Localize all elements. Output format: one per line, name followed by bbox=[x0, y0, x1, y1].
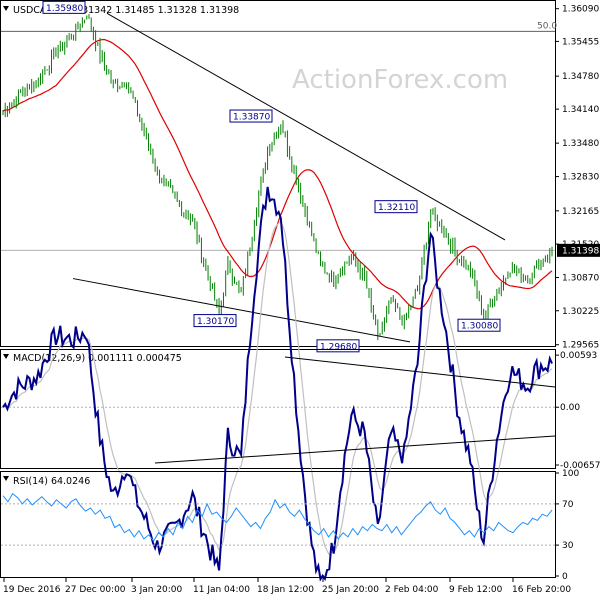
price-tick-label: 1.29565 bbox=[562, 341, 599, 351]
rsi-label: RSI(14) 64.0246 bbox=[13, 476, 90, 487]
macd-tick-label: 0.00 bbox=[560, 403, 580, 413]
price-tick-label: 1.32830 bbox=[562, 173, 599, 183]
rsi-tick-label: 100 bbox=[562, 469, 579, 479]
svg-text:1.31398: 1.31398 bbox=[562, 246, 599, 256]
rsi-tick-label: 30 bbox=[562, 541, 574, 551]
annotation-box-1 bbox=[229, 109, 273, 123]
time-tick-label: 19 Dec 2016 bbox=[3, 585, 61, 595]
annotation-box-4 bbox=[316, 339, 360, 353]
price-plot: 50.0 bbox=[1, 12, 557, 343]
time-tick-label: 11 Jan 04:00 bbox=[193, 585, 250, 595]
last-price-tag: 1.31398 bbox=[557, 243, 600, 257]
macd-axis-ticks: 0.00593 0.00 -0.006575 bbox=[555, 351, 600, 471]
time-tick-label: 3 Jan 20:00 bbox=[131, 585, 183, 595]
annotation-1.35980: 1.35980 bbox=[46, 4, 83, 14]
resistance-trendline bbox=[106, 12, 506, 241]
rsi-menu-arrow-icon[interactable] bbox=[3, 476, 9, 481]
macd-tick-label: 0.00593 bbox=[560, 351, 597, 361]
annotation-1.30170: 1.30170 bbox=[197, 317, 234, 327]
time-tick-label: 2 Feb 04:00 bbox=[385, 585, 439, 595]
price-tick-label: 1.35455 bbox=[562, 37, 599, 47]
macd-label: MACD(12,26,9) 0.001111 0.000475 bbox=[13, 353, 182, 364]
macd-tick-label: -0.006575 bbox=[560, 461, 600, 471]
watermark: ActionForex.com bbox=[292, 65, 508, 95]
rsi-tick-label: 0 bbox=[562, 572, 568, 582]
macd-line bbox=[2, 186, 553, 582]
time-tick-label: 27 Dec 00:00 bbox=[65, 585, 126, 595]
rsi-panel-frame bbox=[0, 471, 556, 578]
annotation-1.30080: 1.30080 bbox=[461, 322, 498, 332]
support-trendline bbox=[72, 278, 411, 343]
price-tick-label: 1.33480 bbox=[562, 139, 599, 149]
chart-menu-arrow-icon[interactable] bbox=[3, 6, 9, 11]
macd-menu-arrow-icon[interactable] bbox=[3, 354, 9, 359]
macd-panel-frame bbox=[0, 349, 556, 469]
fib-50-label: 50.0 bbox=[537, 21, 557, 31]
time-tick-label: 25 Jan 20:00 bbox=[322, 585, 379, 595]
rsi-plot bbox=[1, 492, 555, 546]
annotation-1.32110: 1.32110 bbox=[378, 203, 415, 213]
price-tick-label: 1.34140 bbox=[562, 105, 599, 115]
price-tick-label: 1.30225 bbox=[562, 307, 599, 317]
annotation-box-0 bbox=[42, 0, 86, 14]
rsi-line bbox=[2, 492, 553, 542]
header-ohlc: 1.31342 1.31485 1.31328 1.31398 bbox=[73, 5, 239, 16]
time-tick-label: 18 Jan 12:00 bbox=[257, 585, 314, 595]
time-tick-label: 9 Feb 12:00 bbox=[449, 585, 503, 595]
price-tick-label: 1.32165 bbox=[562, 207, 599, 217]
annotation-1.33870: 1.33870 bbox=[233, 113, 270, 123]
price-panel-frame bbox=[0, 0, 556, 347]
price-tick-label: 1.34780 bbox=[562, 72, 599, 82]
time-tick-label: 16 Feb 20:00 bbox=[512, 585, 571, 595]
macd-upper-trendline bbox=[284, 356, 556, 388]
annotation-box-3 bbox=[193, 314, 237, 328]
annotation-box-5 bbox=[457, 318, 501, 332]
price-tick-label: 1.36090 bbox=[562, 5, 599, 15]
rsi-axis-ticks: 100 70 30 0 bbox=[555, 469, 579, 582]
price-tick-label: 1.30870 bbox=[562, 274, 599, 284]
annotation-box-2 bbox=[374, 200, 418, 214]
price-annotations: 1.35980 1.33870 1.32110 1.30170 1.29680 1.300… bbox=[42, 0, 501, 353]
time-axis: 19 Dec 2016 27 Dec 00:00 3 Jan 20:00 11 Jan… bbox=[3, 578, 571, 595]
price-header: USDCAD,H4 1.31342 1.31485 1.31328 1.3139… bbox=[13, 5, 239, 16]
macd-lower-trendline bbox=[154, 435, 556, 464]
macd-signal-line bbox=[2, 221, 553, 556]
macd-plot bbox=[1, 186, 556, 582]
annotation-1.29680: 1.29680 bbox=[320, 342, 357, 352]
header-symbol: USDCAD,H4 bbox=[13, 5, 70, 16]
rsi-tick-label: 70 bbox=[562, 500, 574, 510]
